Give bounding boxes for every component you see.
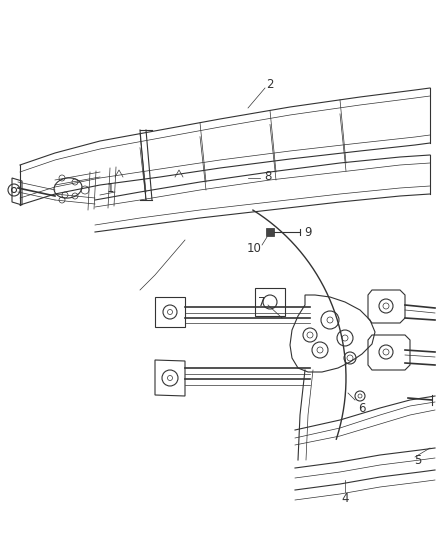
Text: 2: 2	[266, 78, 274, 92]
Text: 7: 7	[258, 295, 266, 309]
Polygon shape	[266, 228, 274, 236]
Text: 6: 6	[358, 401, 366, 415]
Text: 9: 9	[304, 225, 311, 238]
Text: 10: 10	[247, 241, 261, 254]
Text: 5: 5	[414, 454, 422, 466]
Text: 1: 1	[106, 182, 114, 195]
Text: 8: 8	[264, 171, 272, 183]
Text: 4: 4	[341, 491, 349, 505]
